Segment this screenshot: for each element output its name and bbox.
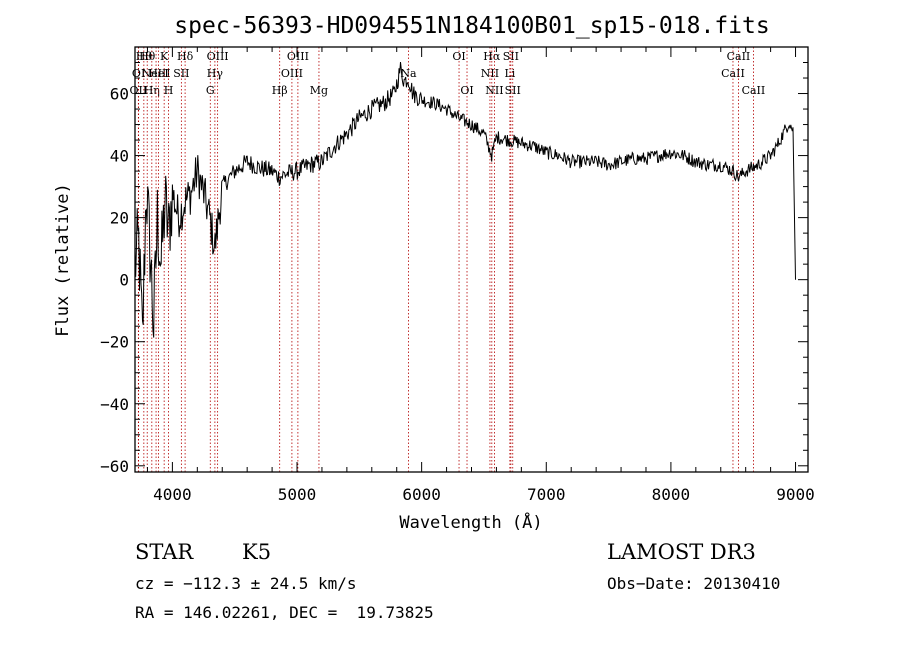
line-marker-label-11: G: [206, 84, 215, 97]
line-marker-label-27: CaII: [721, 67, 745, 80]
x-axis: 4000 5000 6000 7000 8000 9000: [146, 47, 815, 504]
x-tick-label-0: 4000: [153, 485, 192, 504]
line-marker-label-23: NII: [485, 84, 503, 97]
x-tick-label-5: 9000: [776, 485, 815, 504]
line-marker-label-4: Hη: [144, 84, 160, 97]
y-tick-label-6: 60: [110, 85, 129, 104]
line-marker-label-7: K: [160, 50, 169, 63]
object-subclass: K5: [242, 540, 272, 564]
line-marker-label-9: SII: [173, 67, 189, 80]
line-marker-label-29: CaII: [742, 84, 766, 97]
plot-frame: [134, 46, 809, 473]
line-marker-label-6: HeI: [148, 67, 168, 80]
line-marker-label-5: NeIII: [141, 67, 170, 80]
x-tick-label-3: 7000: [527, 485, 566, 504]
line-marker-label-10: Hδ: [177, 50, 194, 63]
line-marker-label-3: Hθ: [139, 50, 156, 63]
x-axis-label: Wavelength (Å): [399, 511, 542, 533]
x-tick-label-1: 5000: [278, 485, 317, 504]
spectrum-series: [134, 61, 796, 338]
y-tick-label-5: 40: [110, 147, 129, 166]
line-marker-label-13: OIII: [207, 50, 229, 63]
ra-dec: RA = 146.02261, DEC = 19.73825: [135, 603, 434, 622]
y-tick-label-2: −20: [100, 333, 129, 352]
y-tick-label-3: 0: [119, 271, 129, 290]
line-marker-label-15: OIII: [281, 67, 303, 80]
line-marker-label-24: Li: [504, 67, 515, 80]
line-marker-label-17: Mg: [310, 84, 328, 97]
survey-name: LAMOST DR3: [607, 540, 756, 564]
obs-date: Obs−Date: 20130410: [607, 574, 781, 593]
line-marker-label-18: Na: [400, 67, 417, 80]
line-marker-label-14: Hβ: [272, 84, 288, 97]
spectral-line-markers: OIIOIHθHθHηNeIIIHeIKHSIIHδGHγOIIIHβOIIIO…: [130, 47, 766, 472]
line-marker-label-20: OI: [460, 84, 473, 97]
y-tick-label-4: 20: [110, 209, 129, 228]
line-marker-label-19: OI: [452, 50, 465, 63]
line-marker-label-22: Hα: [483, 50, 501, 63]
line-marker-label-26: SII: [505, 84, 521, 97]
line-marker-label-8: H: [164, 84, 174, 97]
line-marker-label-12: Hγ: [207, 67, 224, 80]
line-marker-label-28: CaII: [727, 50, 751, 63]
y-tick-label-0: −60: [100, 457, 129, 476]
y-axis-label: Flux (relative): [53, 183, 73, 337]
y-axis: −60 −40 −20 0 20 40 60: [100, 62, 808, 476]
object-class: STAR: [135, 540, 194, 564]
line-marker-label-25: SII: [503, 50, 519, 63]
y-tick-label-1: −40: [100, 395, 129, 414]
x-tick-label-2: 6000: [402, 485, 441, 504]
redshift-cz: cz = −112.3 ± 24.5 km/s: [135, 574, 357, 593]
line-marker-label-21: NII: [481, 67, 499, 80]
flux-line: [134, 61, 796, 338]
line-marker-label-16: OIII: [287, 50, 309, 63]
chart-title: spec-56393-HD094551N184100B01_sp15-018.f…: [174, 13, 769, 39]
line-marker-label-2: Hθ: [136, 50, 153, 63]
x-tick-label-4: 8000: [652, 485, 691, 504]
